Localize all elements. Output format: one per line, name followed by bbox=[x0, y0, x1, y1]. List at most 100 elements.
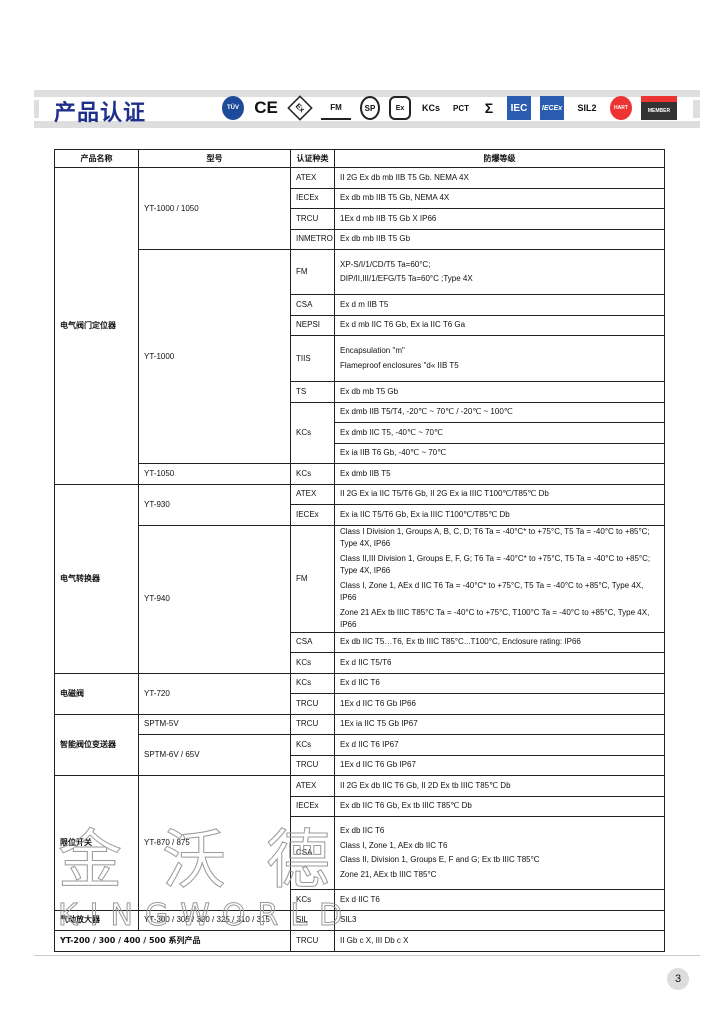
cert-type-cell: INMETRO bbox=[290, 228, 335, 250]
gost-logo-icon: Σ bbox=[484, 100, 494, 116]
protection-level-line: Ex d IIC T6 IP67 bbox=[340, 739, 399, 749]
cert-type-cell: TRCU bbox=[290, 930, 335, 952]
cert-type-cell: TRCU bbox=[290, 713, 335, 735]
protection-level-cell: II 2G Ex db IIC T6 Gb, II 2D Ex tb IIIC … bbox=[334, 775, 665, 797]
protection-level-line: II 2G Ex db IIC T6 Gb, II 2D Ex tb IIIC … bbox=[340, 780, 511, 790]
header-bar-right bbox=[693, 100, 700, 118]
nepsi-logo-icon: Ex bbox=[389, 96, 411, 120]
hart-logo-icon: HART bbox=[610, 96, 632, 120]
protection-level-line: II 2G Ex db mb IIB T5 Gb. NEMA 4X bbox=[340, 172, 469, 182]
protection-level-cell: SIL3 bbox=[334, 909, 665, 931]
protection-level-cell: Ex d mb IIC T6 Gb, Ex ia IIC T6 Ga bbox=[334, 314, 665, 336]
model-cell: YT-300 / 305 / 320 / 325 / 310 / 315 bbox=[138, 909, 291, 931]
header-bar-left bbox=[34, 100, 39, 118]
header-product-name: 产品名称 bbox=[54, 149, 139, 168]
cert-type-cell: FM bbox=[290, 249, 335, 295]
certification-table: 产品名称 型号 认证种类 防爆等级 电气阀门定位器 YT-1000 / 1050 A… bbox=[54, 149, 665, 952]
table-row: TRCU 1Ex d IIC T6 Gb IP66 bbox=[55, 693, 665, 715]
protection-level-cell: II Gb c X, III Db c X bbox=[334, 930, 665, 952]
protection-level-line: Class I, Zone 1, AEx db IIC T6 bbox=[340, 840, 448, 850]
protection-level-cell: Class I Division 1, Groups A, B, C, D; T… bbox=[334, 524, 665, 633]
table-row: YT-200 / 300 / 400 / 500 系列产品 TRCU II Gb c… bbox=[54, 930, 665, 952]
page-title: 产品认证 bbox=[54, 101, 147, 126]
protection-level-cell: Ex d m IIB T5 bbox=[334, 294, 665, 316]
table-row: TRCU 1Ex d mb IIB T5 Gb X IP66 bbox=[55, 208, 665, 230]
protection-level-cell: Ex db mb T5 Gb bbox=[334, 381, 665, 403]
protection-level-line: Ex ia IIC T5/T6 Gb, Ex ia IIIC T100℃/T85… bbox=[340, 509, 510, 519]
cert-type-cell: TRCU bbox=[290, 208, 335, 230]
cert-type-cell: ATEX bbox=[290, 167, 335, 189]
header-cert-type: 认证种类 bbox=[290, 149, 335, 168]
protection-level-cell: 1Ex d IIC T6 Gb IP66 bbox=[334, 693, 665, 715]
product-name: 电磁阀 bbox=[54, 672, 139, 715]
cert-type-cell: SIL bbox=[290, 909, 335, 931]
header-band-top bbox=[34, 90, 700, 97]
protection-level-cell: Ex dmb IIC T5, -40℃ ~ 70℃ bbox=[334, 422, 665, 444]
protection-level-line: 1Ex d IIC T6 Gb IP66 bbox=[340, 698, 416, 708]
cert-type-cell: NEPSI bbox=[290, 314, 335, 336]
protection-level-line: Ex db mb T5 Gb bbox=[340, 386, 399, 396]
protection-level-line: Ex db mb IIB T5 Gb bbox=[340, 234, 411, 243]
model-cell: YT-870 / 875 bbox=[138, 775, 291, 911]
table-row: TRCU 1Ex d IIC T6 Gb IP67 bbox=[55, 754, 665, 776]
table-row: IECEx Ex db IIC T6 Gb, Ex tb IIIC T85℃ Db bbox=[55, 795, 665, 817]
product-name: 智能阀位变送器 bbox=[54, 713, 139, 776]
protection-level-line: Ex db IIC T6 Gb, Ex tb IIIC T85℃ Db bbox=[340, 801, 472, 810]
protection-level-line: Ex dmb IIB T5 bbox=[340, 468, 391, 478]
protection-level-line: 1Ex ia IIC T5 Gb IP67 bbox=[340, 719, 418, 728]
cert-type-cell: ATEX bbox=[290, 775, 335, 797]
protection-level-line: Ex db IIC T5…T6, Ex tb IIIC T85°C...T100… bbox=[340, 637, 581, 646]
protection-level-line: Class II,III Division 1, Groups E, F, G;… bbox=[340, 553, 651, 576]
protection-level-line: Ex db IIC T6 bbox=[340, 826, 385, 835]
table-row: 电磁阀 YT-720 KCs Ex d IIC T6 bbox=[54, 672, 665, 715]
protection-level-cell: Ex d IIC T6 IP67 bbox=[334, 734, 665, 756]
protection-level-line: Ex d mb IIC T6 Gb, Ex ia IIC T6 Ga bbox=[340, 320, 466, 329]
table-row: KCs Ex dmb IIB T5/T4, -20℃ ~ 70℃ / -20℃ ~… bbox=[55, 401, 665, 464]
protection-level-line: 1Ex d mb IIB T5 Gb X IP66 bbox=[340, 213, 437, 223]
cert-type-cell: KCs bbox=[290, 889, 335, 911]
table-row: 电气阀门定位器 YT-1000 / 1050 ATEX II 2G Ex db mb … bbox=[54, 167, 665, 485]
cert-type-cell: TRCU bbox=[290, 754, 335, 776]
table-row: SPTM-6V / 65V KCs Ex d IIC T6 IP67 bbox=[55, 734, 665, 776]
protection-level-line: Class II, Division 1, Groups E, F and G;… bbox=[340, 855, 540, 864]
protection-level-line: II Gb c X, III Db c X bbox=[340, 935, 409, 945]
model-cell: YT-1000 bbox=[138, 249, 291, 464]
protection-level-cell: Ex db IIC T6 Gb, Ex tb IIIC T85℃ Db bbox=[334, 795, 665, 817]
protection-level-cell: Ex dmb IIB T5/T4, -20℃ ~ 70℃ / -20℃ ~ 10… bbox=[334, 401, 665, 423]
cert-type-cell: KCs bbox=[290, 463, 335, 485]
fieldbus-member-logo-icon: MEMBER bbox=[641, 96, 677, 120]
table-header-row: 产品名称 型号 认证种类 防爆等级 bbox=[54, 149, 665, 168]
protection-level-cell: Ex ia IIC T5/T6 Gb, Ex ia IIIC T100℃/T85… bbox=[334, 504, 665, 526]
cert-type-cell: TS bbox=[290, 381, 335, 403]
protection-level-line: DIP/II,III/1/EFG/T5 Ta=60°C ;Type 4X bbox=[340, 274, 473, 283]
protection-level-line: Ex db mb IIB T5 Gb, NEMA 4X bbox=[340, 193, 450, 202]
model-cell: YT-720 bbox=[138, 672, 291, 715]
table-row: YT-1050 KCs Ex dmb IIB T5 bbox=[55, 463, 665, 485]
protection-level-line: Ex dmb IIB T5/T4, -20℃ ~ 70℃ / -20℃ ~ 10… bbox=[340, 407, 513, 416]
protection-level-line: Flameproof enclosures "d« IIB T5 bbox=[340, 360, 459, 370]
protection-level-line: SIL3 bbox=[340, 915, 357, 924]
cert-type-cell: TRCU bbox=[290, 693, 335, 715]
protection-level-cell: 1Ex ia IIC T5 Gb IP67 bbox=[334, 713, 665, 735]
protection-level-line: Ex dmb IIC T5, -40℃ ~ 70℃ bbox=[340, 427, 443, 437]
protection-level-cell: Encapsulation "m" Flameproof enclosures "… bbox=[334, 335, 665, 382]
cert-type-cell: IECEx bbox=[290, 795, 335, 817]
cert-type-cell: ATEX bbox=[290, 483, 335, 505]
protection-level-line: II 2G Ex ia IIC T5/T6 Gb, II 2G Ex ia II… bbox=[340, 489, 549, 498]
iec-logo-icon: IEC bbox=[507, 96, 531, 120]
table-row: 气动放大器 YT-300 / 305 / 320 / 325 / 310 / 31… bbox=[54, 909, 665, 931]
product-name: 电气转换器 bbox=[54, 483, 139, 674]
cert-type-cell: KCs bbox=[290, 401, 335, 464]
protection-level-line: Encapsulation "m" bbox=[340, 346, 405, 355]
protection-level-line: Zone 21, AEx tb IIIC T85°C bbox=[340, 869, 437, 879]
ex-logo-icon: Ex bbox=[287, 95, 313, 121]
protection-level-line: Ex d m IIB T5 bbox=[340, 299, 389, 309]
protection-level-cell: Ex dmb IIB T5 bbox=[334, 463, 665, 485]
protection-level-line: Ex d IIC T6 bbox=[340, 678, 380, 687]
protection-level-line: Ex d IIC T5/T6 bbox=[340, 657, 392, 667]
product-name: YT-200 / 300 / 400 / 500 系列产品 bbox=[54, 930, 291, 952]
page-number: 3 bbox=[667, 968, 689, 990]
cert-type-cell: CSA bbox=[290, 816, 335, 890]
model-cell: YT-1000 / 1050 bbox=[138, 167, 291, 250]
cert-type-cell: CSA bbox=[290, 294, 335, 316]
